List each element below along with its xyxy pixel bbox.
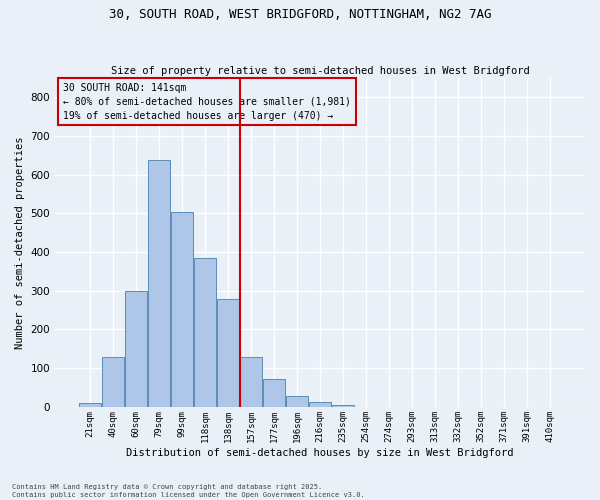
Y-axis label: Number of semi-detached properties: Number of semi-detached properties xyxy=(15,136,25,348)
Title: Size of property relative to semi-detached houses in West Bridgford: Size of property relative to semi-detach… xyxy=(110,66,529,76)
Bar xyxy=(240,356,262,407)
X-axis label: Distribution of semi-detached houses by size in West Bridgford: Distribution of semi-detached houses by … xyxy=(126,448,514,458)
Bar xyxy=(194,258,216,407)
Bar xyxy=(263,379,285,407)
Text: Contains HM Land Registry data © Crown copyright and database right 2025.
Contai: Contains HM Land Registry data © Crown c… xyxy=(12,484,365,498)
Bar xyxy=(286,396,308,407)
Bar xyxy=(332,405,354,407)
Bar xyxy=(171,212,193,407)
Bar xyxy=(217,299,239,407)
Bar xyxy=(79,403,101,407)
Bar xyxy=(125,290,147,407)
Bar xyxy=(309,402,331,407)
Bar xyxy=(148,160,170,407)
Text: 30, SOUTH ROAD, WEST BRIDGFORD, NOTTINGHAM, NG2 7AG: 30, SOUTH ROAD, WEST BRIDGFORD, NOTTINGH… xyxy=(109,8,491,20)
Bar xyxy=(102,358,124,407)
Text: 30 SOUTH ROAD: 141sqm
← 80% of semi-detached houses are smaller (1,981)
19% of s: 30 SOUTH ROAD: 141sqm ← 80% of semi-deta… xyxy=(63,82,351,120)
